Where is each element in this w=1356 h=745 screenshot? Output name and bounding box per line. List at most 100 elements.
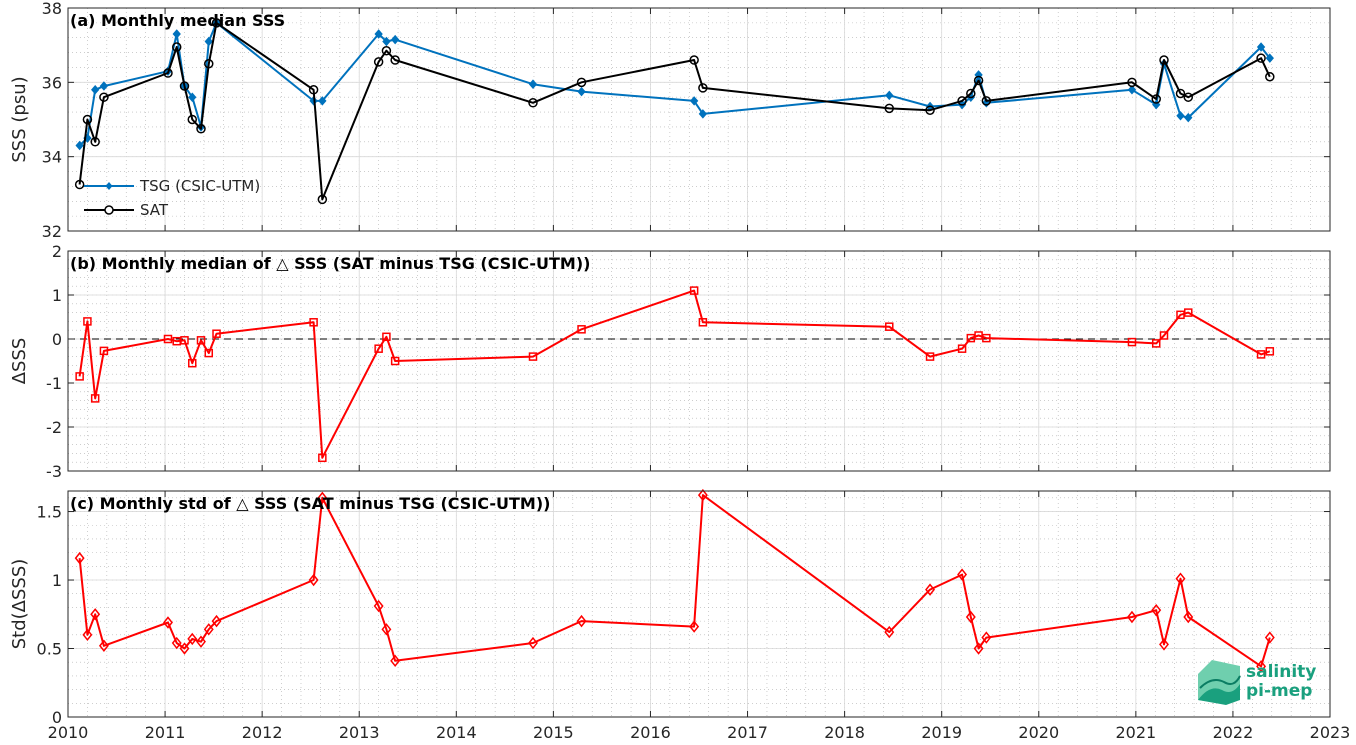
data-point: [98, 639, 109, 652]
y-tick-label: 0: [52, 330, 62, 349]
data-point: [308, 573, 319, 587]
data-point: [698, 109, 708, 119]
data-point: [982, 333, 991, 343]
data-point: [188, 92, 197, 102]
data-point: [689, 286, 699, 295]
data-point: [689, 96, 699, 106]
x-tick-label: 2018: [824, 723, 865, 742]
data-point: [390, 55, 400, 65]
panel-title: (c) Monthly std of △ SSS (SAT minus TSG …: [70, 494, 550, 513]
y-tick-label: -3: [46, 462, 62, 481]
data-point: [163, 68, 173, 78]
y-tick-label: -1: [46, 374, 62, 393]
data-point: [1127, 85, 1137, 95]
plot-area: [68, 491, 1330, 717]
data-point: [188, 358, 197, 368]
data-point: [577, 86, 586, 97]
x-tick-label: 2013: [339, 723, 380, 742]
y-axis-label: SSS (psu): [9, 76, 30, 162]
data-point: [1176, 111, 1185, 121]
data-point: [196, 124, 206, 134]
y-tick-label: 34: [42, 148, 62, 167]
data-point: [1159, 638, 1169, 651]
panel-title: (b) Monthly median of △ SSS (SAT minus T…: [70, 254, 590, 273]
y-tick-label: -2: [46, 418, 62, 437]
data-point: [1256, 53, 1266, 63]
panel-b-delta-sss: -3 -2 -1 0 1 2 ΔSSS (b) Monthly median of △ SSS…: [9, 242, 1331, 481]
axes-box: [67, 490, 1331, 718]
data-point: [1127, 77, 1137, 88]
data-point: [373, 57, 384, 67]
data-point: [187, 632, 198, 646]
data-point: [99, 81, 109, 91]
data-point: [974, 331, 983, 340]
data-point: [82, 114, 93, 125]
data-point: [179, 81, 190, 91]
y-tick-label: 0.5: [37, 640, 62, 659]
data-point: [1127, 337, 1137, 347]
data-point: [381, 623, 392, 636]
data-point: [317, 491, 328, 505]
x-tick-label: 2020: [1018, 723, 1059, 742]
data-point: [171, 42, 182, 52]
data-point: [318, 96, 327, 106]
data-point: [204, 36, 213, 47]
x-tick-label: 2011: [145, 723, 186, 742]
data-point: [180, 336, 189, 345]
data-point: [171, 636, 182, 650]
data-point: [1256, 42, 1266, 52]
y-tick-label: 1: [52, 571, 62, 590]
data-point: [689, 55, 699, 65]
y-tick-label: 1.5: [37, 503, 62, 522]
salinity-pi-mep-logo: salinity pi-mep: [1198, 660, 1316, 705]
data-point: [965, 610, 976, 624]
data-point: [1151, 603, 1162, 617]
data-point: [90, 394, 100, 403]
data-point: [698, 83, 708, 93]
data-point: [1256, 350, 1266, 359]
x-tick-label: 2017: [727, 723, 768, 742]
data-point: [309, 318, 318, 327]
data-point: [317, 194, 328, 205]
data-point: [390, 356, 400, 366]
logo-line1: salinity: [1246, 662, 1316, 682]
data-point: [884, 625, 895, 639]
data-point: [204, 59, 214, 69]
data-point: [196, 336, 206, 345]
data-point: [1159, 331, 1169, 340]
data-point: [925, 352, 935, 361]
wave-logo-icon: [1198, 660, 1241, 705]
data-point: [90, 608, 101, 621]
data-point: [576, 77, 587, 88]
panel-a-sss: 32 34 36 38 SSS (psu) (a) Monthly median SSS T…: [9, 0, 1331, 241]
data-point: [1265, 53, 1274, 63]
x-tick-label: 2012: [242, 723, 283, 742]
data-point: [1184, 308, 1193, 317]
data-point: [884, 103, 895, 114]
series-line-1: [78, 21, 1271, 201]
data-point: [211, 18, 222, 28]
plot-area: [68, 251, 1330, 471]
data-point: [576, 614, 587, 628]
panel-title: (a) Monthly median SSS: [70, 11, 285, 30]
data-point: [390, 34, 400, 45]
data-point: [99, 346, 109, 356]
data-point: [374, 29, 383, 39]
data-point: [75, 140, 84, 151]
x-tick-label: 2014: [436, 723, 477, 742]
data-point: [382, 36, 391, 47]
legend-label: SAT: [140, 201, 169, 219]
data-point: [196, 635, 206, 648]
data-point: [957, 568, 968, 581]
data-point: [90, 137, 100, 147]
data-point: [973, 642, 984, 655]
data-point: [957, 96, 967, 106]
axes-box: [67, 250, 1331, 472]
data-point: [373, 599, 384, 613]
data-point: [163, 616, 173, 629]
data-point: [885, 322, 894, 331]
data-point: [211, 614, 222, 628]
y-tick-label: 38: [42, 0, 62, 18]
data-point: [1184, 112, 1193, 123]
